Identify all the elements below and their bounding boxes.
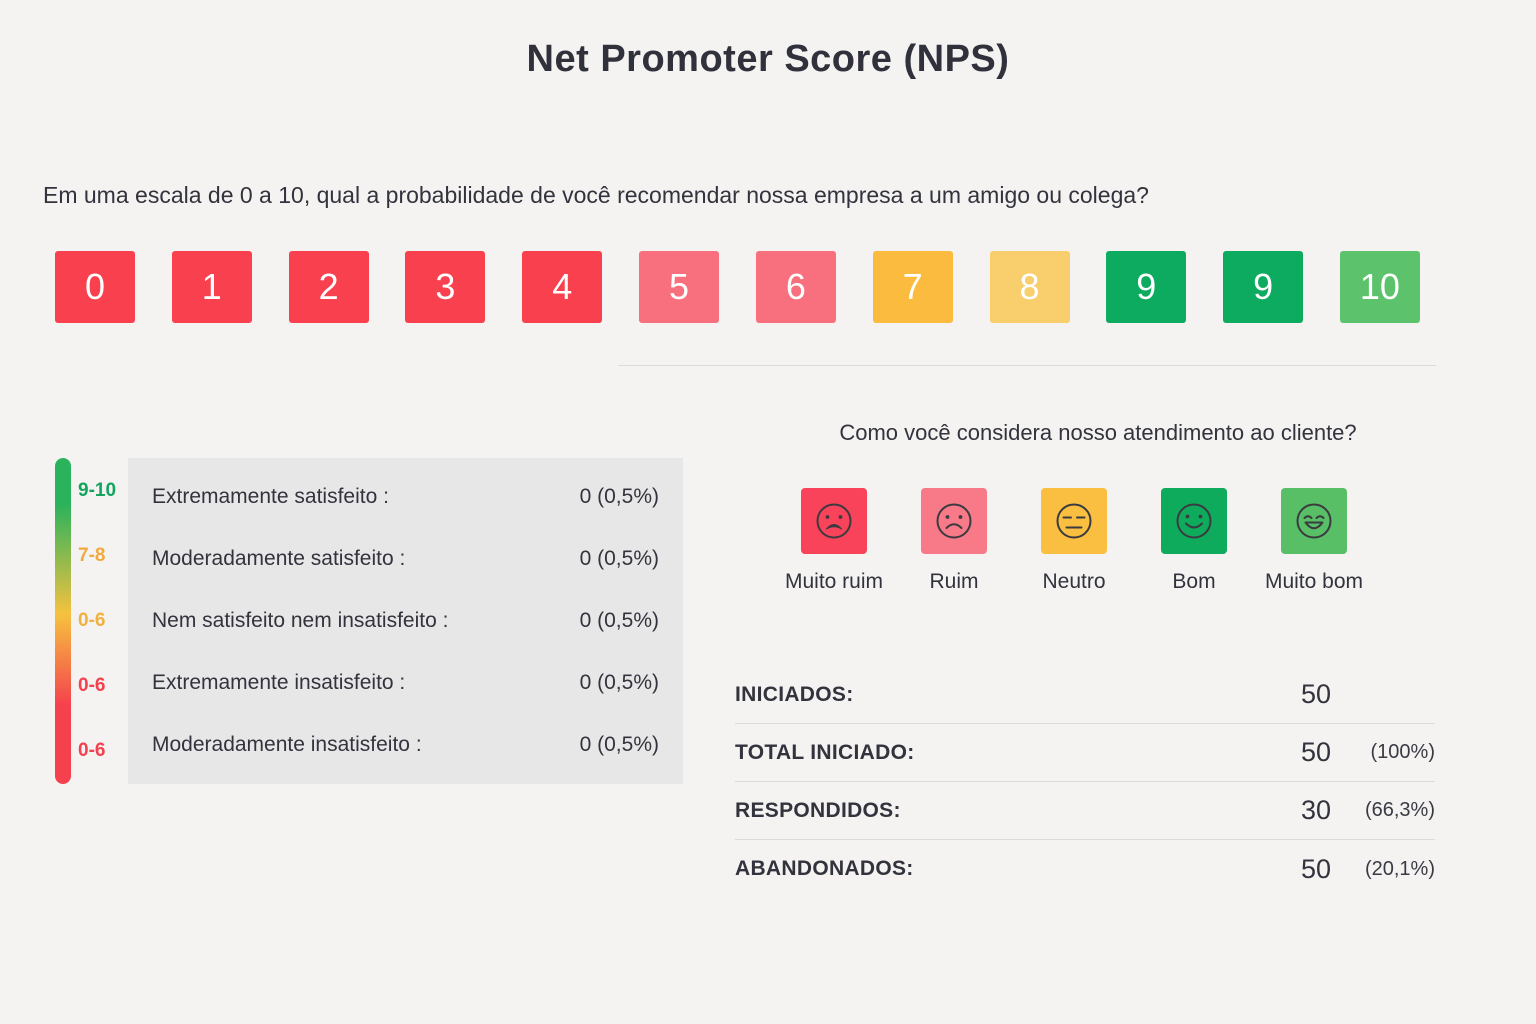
service-option-bom[interactable]: Bom [1138,488,1250,595]
service-options: Muito ruim Ruim [778,488,1370,595]
satisfaction-row: Moderadamente satisfeito : 0 (0,5%) [152,547,659,571]
satisfaction-row-value: 0 (0,5%) [579,609,659,632]
stat-row-respondidos: RESPONDIDOS: 30 (66,3%) [735,782,1435,840]
stat-value: 30 [1300,795,1331,825]
nps-scale-option-11[interactable]: 10 [1339,251,1420,323]
stat-label: TOTAL INICIADO: [735,740,915,764]
range-label: 9-10 [78,479,117,501]
service-option-muito-bom[interactable]: Muito bom [1258,488,1370,595]
nps-scale-option-9[interactable]: 9 [1106,251,1187,323]
very-happy-face-icon [1281,488,1347,554]
page-title: Net Promoter Score (NPS) [526,38,1010,80]
stat-percentage: (20,1%) [1364,857,1435,880]
satisfaction-row: Moderadamente insatisfeito : 0 (0,5%) [152,733,659,757]
nps-scale-option-4[interactable]: 4 [522,251,603,323]
satisfaction-row-value: 0 (0,5%) [579,733,659,756]
nps-scale-option-7[interactable]: 7 [872,251,953,323]
service-option-label: Muito ruim [784,570,884,593]
stat-label: RESPONDIDOS: [735,798,901,822]
stat-row-abandonados: ABANDONADOS: 50 (20,1%) [735,840,1435,898]
nps-scale-option-3[interactable]: 3 [405,251,486,323]
nps-scale-option-8[interactable]: 8 [989,251,1070,323]
stat-label: ABANDONADOS: [735,857,914,880]
service-option-ruim[interactable]: Ruim [898,488,1010,595]
nps-scale-option-1[interactable]: 1 [171,251,252,323]
stat-percentage: (66,3%) [1364,799,1435,821]
stat-value: 50 [1300,737,1331,767]
satisfaction-row-label: Extremamente insatisfeito : [152,671,406,694]
satisfaction-row-label: Moderadamente insatisfeito : [152,733,422,756]
service-option-label: Ruim [929,570,979,593]
service-option-label: Bom [1172,570,1216,593]
stat-row-iniciados: INICIADOS: 50 [735,666,1435,724]
satisfaction-row-value: 0 (0,5%) [579,671,659,694]
satisfaction-row-value: 0 (0,5%) [579,485,659,508]
nps-scale: 0 1 2 3 4 5 6 7 8 9 9 10 [55,251,1420,323]
nps-scale-option-5[interactable]: 5 [639,251,720,323]
service-option-label: Muito bom [1264,570,1364,593]
range-label: 0-6 [78,740,106,762]
satisfaction-row: Extremamente insatisfeito : 0 (0,5%) [152,671,659,695]
satisfaction-row-label: Nem satisfeito nem insatisfeito : [152,609,449,632]
satisfaction-row-value: 0 (0,5%) [579,547,659,570]
satisfaction-row: Nem satisfeito nem insatisfeito : 0 (0,5… [152,609,659,633]
nps-scale-option-2[interactable]: 2 [288,251,369,323]
stat-row-total-iniciado: TOTAL INICIADO: 50 (100%) [735,724,1435,782]
service-option-label: Neutro [1042,570,1106,593]
stats-panel: INICIADOS: 50 TOTAL INICIADO: 50 (100%) … [735,666,1435,898]
service-option-neutro[interactable]: Neutro [1018,488,1130,595]
very-sad-face-icon [801,488,867,554]
satisfaction-ranges: 9-10 7-8 0-6 0-6 0-6 [78,458,126,784]
satisfaction-row-label: Moderadamente satisfeito : [152,547,406,570]
service-option-muito-ruim[interactable]: Muito ruim [778,488,890,595]
satisfaction-gradient-bar [55,458,71,784]
range-label: 7-8 [78,544,106,566]
sad-face-icon [921,488,987,554]
satisfaction-panel: Extremamente satisfeito : 0 (0,5%) Moder… [128,458,683,784]
stat-value: 50 [1300,853,1331,884]
satisfaction-row-label: Extremamente satisfeito : [152,485,389,508]
nps-scale-option-0[interactable]: 0 [55,251,135,323]
happy-face-icon [1161,488,1227,554]
range-label: 0-6 [78,675,106,697]
stat-value: 50 [1300,679,1331,709]
satisfaction-row: Extremamente satisfeito : 0 (0,5%) [152,485,659,509]
range-label: 0-6 [78,609,106,631]
service-question: Como você considera nosso atendimento ao… [839,420,1357,445]
nps-scale-option-10[interactable]: 9 [1223,251,1304,323]
stat-percentage: (100%) [1370,741,1435,763]
neutral-face-icon [1041,488,1107,554]
nps-scale-option-6[interactable]: 6 [755,251,836,323]
nps-question: Em uma escala de 0 a 10, qual a probabil… [43,182,1149,208]
stat-label: INICIADOS: [735,682,854,706]
section-divider [618,365,1436,366]
